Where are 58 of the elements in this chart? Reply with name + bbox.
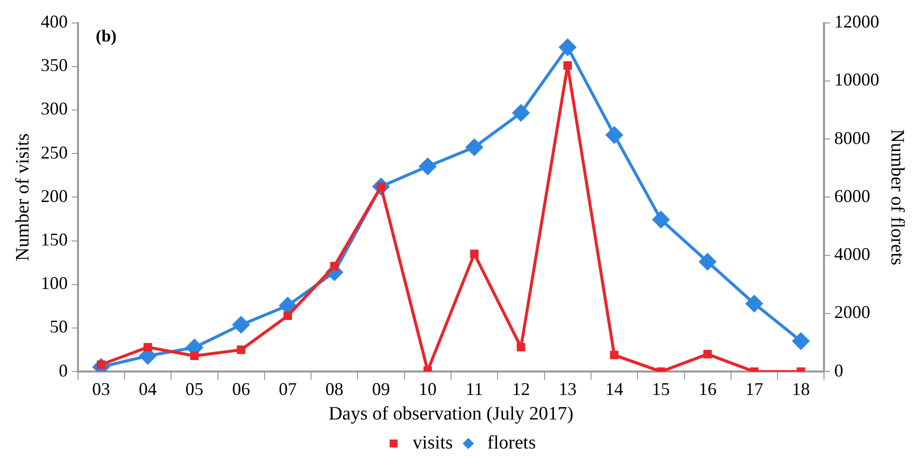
y-tick-label: 200 <box>40 186 68 206</box>
point <box>236 346 246 354</box>
point <box>563 61 572 70</box>
y2-tick-label: 4000 <box>834 244 870 264</box>
point <box>610 350 619 360</box>
point <box>745 294 764 313</box>
x-tick-label: 07 <box>278 379 297 400</box>
y2-tick-label: 0 <box>834 360 844 380</box>
x-tick-label: 18 <box>792 379 810 400</box>
chart-title: (b) <box>96 26 117 46</box>
x-tick-label: 16 <box>698 379 717 400</box>
point <box>698 252 717 271</box>
y-tick-label: 400 <box>40 12 68 32</box>
x-tick-label: 08 <box>325 379 344 400</box>
point <box>558 38 577 56</box>
y-tick-label: 0 <box>58 360 68 380</box>
point <box>144 342 152 352</box>
y2-tick-label: 10000 <box>834 70 880 90</box>
y-tick-label: 100 <box>40 273 68 294</box>
y2-tick-label: 8000 <box>834 128 870 148</box>
point <box>792 332 810 350</box>
y-axis-title: Number of visits <box>12 133 34 262</box>
point <box>516 342 526 352</box>
y2-tick-label: 6000 <box>834 186 870 206</box>
x-tick-label: 04 <box>138 379 157 400</box>
point <box>418 157 437 176</box>
x-tick-label: 17 <box>745 379 764 400</box>
point <box>605 126 624 144</box>
y2-tick-label: 2000 <box>834 302 870 322</box>
x-tick-label: 10 <box>418 379 437 400</box>
x-axis-title: Days of observation (July 2017) <box>328 404 574 425</box>
x-tick-label: 12 <box>512 379 530 400</box>
point <box>465 138 484 156</box>
point <box>512 104 530 122</box>
point <box>283 312 292 320</box>
point <box>470 250 479 258</box>
x-tick-label: 14 <box>605 379 624 400</box>
y-tick-label: 150 <box>40 230 68 250</box>
x-tick-label: 11 <box>466 379 483 400</box>
point <box>190 352 199 360</box>
y-tick-label: 250 <box>40 142 68 162</box>
x-tick-label: 03 <box>92 379 110 400</box>
y-tick-label: 350 <box>40 55 68 76</box>
point <box>330 262 339 270</box>
x-tick-label: 05 <box>185 379 204 400</box>
x-tick-label: 06 <box>232 379 250 400</box>
point <box>232 316 250 334</box>
legend-label: visits <box>412 432 453 454</box>
x-tick-label: 09 <box>372 379 390 400</box>
y-tick-label: 50 <box>50 316 68 337</box>
y2-axis-title: Number of florets <box>886 129 908 266</box>
x-tick-label: 15 <box>652 379 670 400</box>
point <box>652 210 670 229</box>
y2-tick-label: 12000 <box>834 12 880 32</box>
legend-label: florets <box>487 432 536 454</box>
point <box>703 350 712 358</box>
x-tick-label: 13 <box>558 379 577 400</box>
y-tick-label: 300 <box>40 98 68 119</box>
